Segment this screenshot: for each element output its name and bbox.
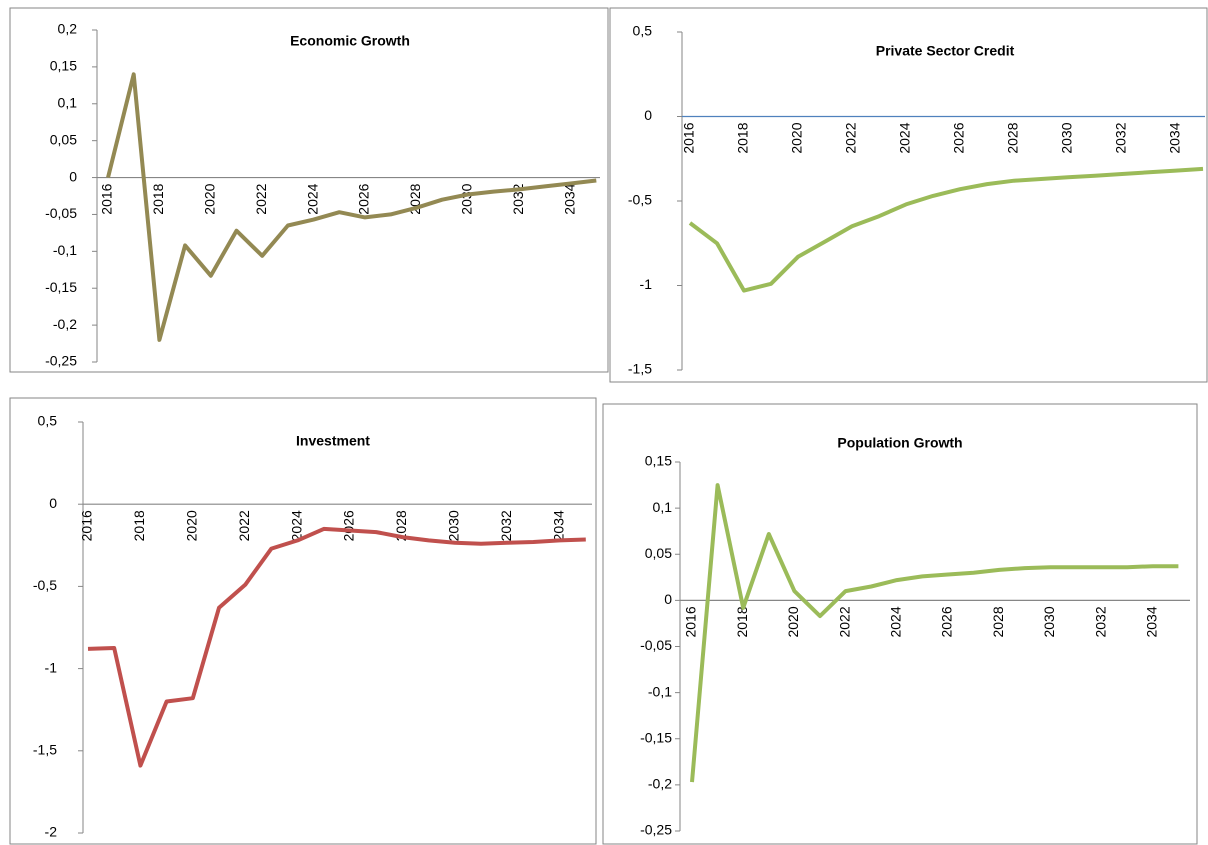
chart-title: Investment <box>296 433 370 449</box>
x-tick-label: 2020 <box>789 122 805 153</box>
x-tick-label: 2016 <box>683 606 699 637</box>
x-tick-label: 2032 <box>498 510 514 541</box>
x-tick-label: 2034 <box>1167 122 1183 153</box>
y-tick-label: 0,05 <box>50 131 77 147</box>
panel-border <box>609 7 1208 383</box>
panel-border <box>602 403 1198 845</box>
panel-border <box>9 7 609 373</box>
y-tick-label: 0 <box>644 107 652 123</box>
x-tick-label: 2030 <box>1059 122 1075 153</box>
x-tick-label: 2016 <box>681 122 697 153</box>
x-tick-label: 2026 <box>951 122 967 153</box>
y-tick-label: 0,15 <box>50 58 77 74</box>
y-tick-label: -1,5 <box>628 361 652 377</box>
x-tick-label: 2028 <box>1005 122 1021 153</box>
x-tick-label: 2016 <box>99 183 115 214</box>
series-line <box>688 166 1204 293</box>
x-tick-label: 2030 <box>459 183 475 214</box>
y-tick-label: 0,2 <box>58 21 78 37</box>
x-tick-label: 2030 <box>1041 606 1057 637</box>
x-tick-label: 2032 <box>1113 122 1129 153</box>
x-tick-label: 2024 <box>304 183 320 214</box>
y-tick-label: -1 <box>45 659 58 675</box>
y-tick-label: 0,15 <box>645 453 672 469</box>
y-tick-label: 0 <box>49 495 57 511</box>
x-tick-label: 2018 <box>735 122 751 153</box>
x-tick-label: 2024 <box>888 606 904 637</box>
panel-border <box>9 397 597 845</box>
x-tick-label: 2028 <box>393 510 409 541</box>
y-tick-label: 0,05 <box>645 545 672 561</box>
y-tick-label: -0,1 <box>53 242 77 258</box>
x-tick-label: 2020 <box>202 183 218 214</box>
y-tick-label: -0,05 <box>640 637 672 653</box>
x-tick-label: 2026 <box>341 510 357 541</box>
x-tick-label: 2034 <box>550 510 566 541</box>
series-line <box>87 526 586 768</box>
chart-title: Economic Growth <box>290 33 410 49</box>
y-tick-label: -0,15 <box>45 279 77 295</box>
y-tick-label: -0,5 <box>33 577 57 593</box>
x-tick-label: 2020 <box>785 606 801 637</box>
x-tick-label: 2030 <box>446 510 462 541</box>
x-tick-label: 2032 <box>1092 606 1108 637</box>
x-tick-label: 2018 <box>150 183 166 214</box>
y-tick-label: 0,1 <box>653 499 673 515</box>
x-tick-label: 2022 <box>843 122 859 153</box>
x-tick-label: 2034 <box>561 183 577 214</box>
chart-title: Private Sector Credit <box>876 43 1015 59</box>
y-tick-label: -1 <box>640 276 653 292</box>
series-line <box>106 72 597 342</box>
y-tick-label: -0,2 <box>648 776 672 792</box>
y-tick-label: -0,5 <box>628 192 652 208</box>
y-tick-label: -1,5 <box>33 742 57 758</box>
x-tick-label: 2018 <box>734 606 750 637</box>
y-tick-label: 0,5 <box>38 413 58 429</box>
charts: -0,25 -0,2 -0,15 -0,1 -0,05 0 0,05 0,1 0,15 0,2 20… <box>9 7 1208 845</box>
y-tick-label: -0,2 <box>53 316 77 332</box>
y-tick-label: -0,25 <box>640 822 672 838</box>
y-tick-label: -0,15 <box>640 729 672 745</box>
y-tick-label: 0,1 <box>58 94 78 110</box>
chart-title: Population Growth <box>837 435 962 451</box>
x-tick-label: 2028 <box>990 606 1006 637</box>
y-tick-label: 0 <box>69 168 77 184</box>
x-tick-label: 2022 <box>236 510 252 541</box>
series-line <box>690 483 1179 783</box>
x-tick-label: 2018 <box>131 510 147 541</box>
x-tick-label: 2024 <box>288 510 304 541</box>
y-tick-label: 0,5 <box>633 23 653 39</box>
y-tick-label: 0 <box>664 591 672 607</box>
x-tick-label: 2022 <box>836 606 852 637</box>
x-tick-label: 2022 <box>253 183 269 214</box>
x-tick-label: 2034 <box>1144 606 1160 637</box>
x-tick-label: 2016 <box>79 510 95 541</box>
y-tick-label: -0,05 <box>45 205 77 221</box>
y-tick-label: -2 <box>45 824 58 840</box>
y-tick-label: -0,1 <box>648 683 672 699</box>
x-tick-label: 2026 <box>939 606 955 637</box>
y-tick-label: -0,25 <box>45 353 77 369</box>
x-tick-label: 2020 <box>184 510 200 541</box>
x-tick-label: 2026 <box>356 183 372 214</box>
x-tick-label: 2024 <box>897 122 913 153</box>
